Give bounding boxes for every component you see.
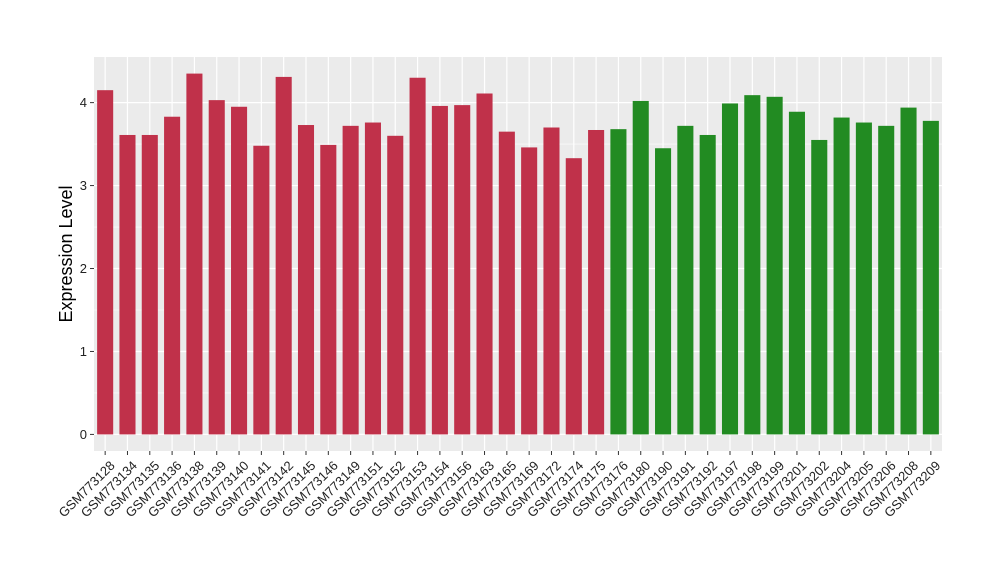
bar-GSM773153 (409, 77, 426, 435)
bar-GSM773135 (141, 134, 158, 435)
bar-GSM773146 (320, 144, 337, 435)
bar-GSM773151 (364, 122, 381, 435)
bar-GSM773198 (744, 95, 761, 435)
bar-GSM773201 (788, 111, 805, 435)
bar-GSM773180 (632, 100, 649, 435)
bar-GSM773169 (521, 147, 538, 435)
bar-GSM773197 (721, 103, 739, 435)
bar-GSM773149 (342, 125, 359, 435)
y-tick-label: 3 (80, 178, 87, 193)
bar-GSM773190 (655, 148, 672, 435)
bar-GSM773204 (833, 117, 850, 435)
bar-GSM773136 (164, 116, 181, 435)
y-axis-label: Expression Level (56, 185, 76, 322)
bar-GSM773152 (387, 135, 404, 435)
y-axis: 0 1 2 3 4 (80, 95, 94, 442)
bar-GSM773128 (97, 90, 114, 435)
bar-GSM773142 (275, 76, 292, 435)
bar-GSM773163 (476, 93, 493, 435)
bar-GSM773199 (766, 96, 783, 435)
bar-GSM773172 (543, 127, 560, 435)
bar-GSM773134 (119, 134, 136, 435)
bar-GSM773174 (565, 158, 582, 435)
y-tick-label: 4 (80, 95, 87, 110)
y-tick-label: 0 (80, 427, 87, 442)
bar-GSM773141 (253, 145, 270, 435)
bar-GSM773208 (900, 107, 917, 435)
bar-GSM773175 (588, 129, 605, 435)
y-tick-label: 1 (80, 344, 87, 359)
bar-GSM773209 (922, 120, 939, 435)
bar-GSM773202 (811, 139, 828, 435)
y-tick-label: 2 (80, 261, 87, 276)
bar-GSM773139 (208, 100, 225, 435)
bar-GSM773191 (677, 125, 694, 435)
bars (97, 73, 939, 435)
bar-GSM773156 (454, 105, 471, 435)
bar-GSM773138 (186, 73, 203, 435)
bar-GSM773205 (855, 122, 872, 435)
bar-GSM773154 (431, 105, 448, 435)
bar-GSM773145 (297, 125, 315, 435)
bar-GSM773206 (878, 125, 895, 435)
bar-GSM773176 (610, 129, 627, 435)
bar-GSM773165 (498, 131, 515, 435)
x-axis: GSM773128GSM773134GSM773135GSM773136GSM7… (55, 451, 943, 520)
bar-GSM773140 (231, 106, 248, 435)
bar-GSM773192 (699, 134, 716, 435)
